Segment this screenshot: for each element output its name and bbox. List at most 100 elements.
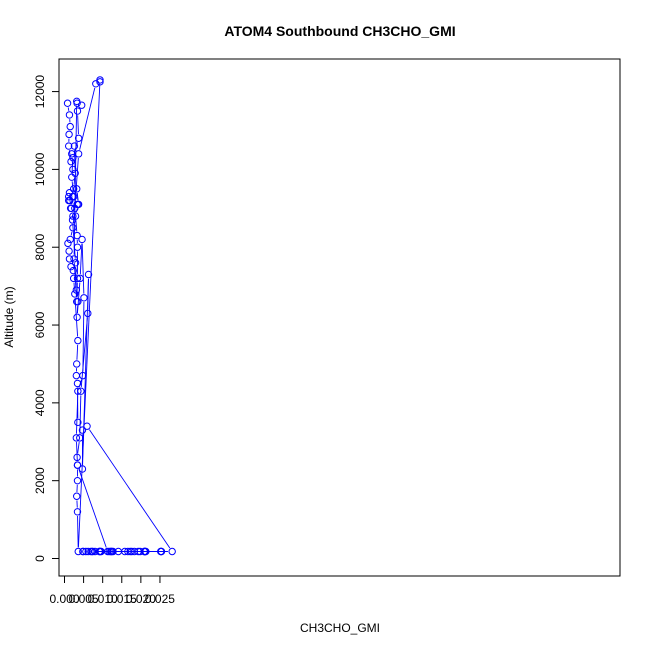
y-tick-label: 8000 <box>33 234 47 261</box>
data-point <box>73 107 82 115</box>
series-segment <box>79 87 96 150</box>
data-point <box>66 122 74 131</box>
x-tick-label: 0.020 <box>126 592 156 606</box>
data-point <box>73 476 82 485</box>
series-segment <box>73 105 78 255</box>
series-segment <box>71 181 74 193</box>
x-tick-label: 0.025 <box>145 592 175 606</box>
series-segment <box>76 192 79 201</box>
data-point <box>77 101 86 109</box>
data-point <box>71 204 79 213</box>
data-point <box>74 150 83 158</box>
series-segment <box>89 429 171 549</box>
data-point <box>78 426 87 434</box>
y-tick-label: 12000 <box>33 75 47 109</box>
data-point <box>72 286 81 294</box>
series-segment <box>75 220 78 232</box>
data-point <box>78 235 86 244</box>
series-segment <box>81 243 85 294</box>
data-point <box>73 185 81 193</box>
data-point <box>76 434 84 442</box>
data-point <box>73 231 81 240</box>
y-tick-label: 0 <box>33 555 47 562</box>
data-point <box>69 165 77 174</box>
series-segment <box>72 212 75 224</box>
series-segment <box>71 161 74 174</box>
data-point <box>64 192 73 201</box>
data-point <box>126 547 134 556</box>
data-point <box>68 216 77 224</box>
data-point <box>69 192 78 201</box>
x-tick-label: 0.015 <box>107 592 137 606</box>
y-tick-label: 4000 <box>33 389 47 416</box>
series-segment <box>70 231 73 236</box>
data-point <box>65 130 73 139</box>
data-point <box>72 434 81 442</box>
data-point <box>96 547 105 556</box>
data-point <box>67 204 76 213</box>
data-point <box>69 224 77 232</box>
data-point <box>96 76 104 84</box>
data-point <box>74 547 82 556</box>
series-segment <box>78 468 107 548</box>
series-ch3cho <box>63 76 176 556</box>
data-point <box>67 157 75 166</box>
series-segment <box>77 441 80 454</box>
series-segment <box>87 278 89 310</box>
data-point <box>70 255 78 263</box>
data-point <box>73 461 82 469</box>
data-point <box>67 262 75 271</box>
series-segment <box>82 301 85 372</box>
series-segment <box>77 115 79 135</box>
data-point <box>89 547 97 556</box>
data-point <box>83 422 91 430</box>
series-segment <box>76 282 81 314</box>
data-point <box>73 453 81 462</box>
data-point <box>108 547 116 556</box>
data-point <box>70 142 79 150</box>
data-point <box>105 547 113 556</box>
y-axis: 0 2000 4000 6000 8000 10000 12000 <box>33 75 60 562</box>
data-point <box>64 196 73 205</box>
data-point <box>74 134 83 142</box>
series-segment <box>79 243 83 275</box>
series-segment <box>77 84 101 548</box>
series-segment <box>77 515 79 548</box>
x-axis-label: CH3CHO_GMI <box>300 621 380 635</box>
series-segment <box>76 344 79 360</box>
series-segment <box>76 442 78 461</box>
data-point <box>69 266 77 275</box>
series-segment <box>82 278 89 465</box>
data-point <box>63 99 72 107</box>
data-point <box>73 360 81 368</box>
series-segment <box>73 282 75 290</box>
data-point <box>74 418 82 427</box>
data-point <box>65 247 73 255</box>
x-tick-label: 0.000 <box>49 592 79 606</box>
data-point <box>73 508 82 516</box>
data-point <box>157 547 166 556</box>
series-segment <box>72 224 76 259</box>
data-point <box>65 111 74 119</box>
data-point <box>66 235 74 244</box>
data-point <box>96 78 104 86</box>
series-segment <box>80 317 88 388</box>
data-point <box>73 243 82 251</box>
data-point <box>84 547 92 556</box>
data-point <box>64 142 73 150</box>
data-point <box>65 189 74 197</box>
x-tick-label: 0.010 <box>88 592 118 606</box>
data-point <box>69 154 77 162</box>
data-point <box>69 212 77 220</box>
series-segment <box>67 107 70 111</box>
data-point <box>142 547 150 556</box>
y-tick-label: 10000 <box>33 152 47 186</box>
data-point <box>64 239 72 248</box>
data-point <box>73 492 81 500</box>
data-point <box>72 371 81 380</box>
data-point <box>73 313 81 321</box>
data-point <box>87 547 95 556</box>
y-tick-label: 6000 <box>33 311 47 338</box>
data-point <box>71 259 80 267</box>
